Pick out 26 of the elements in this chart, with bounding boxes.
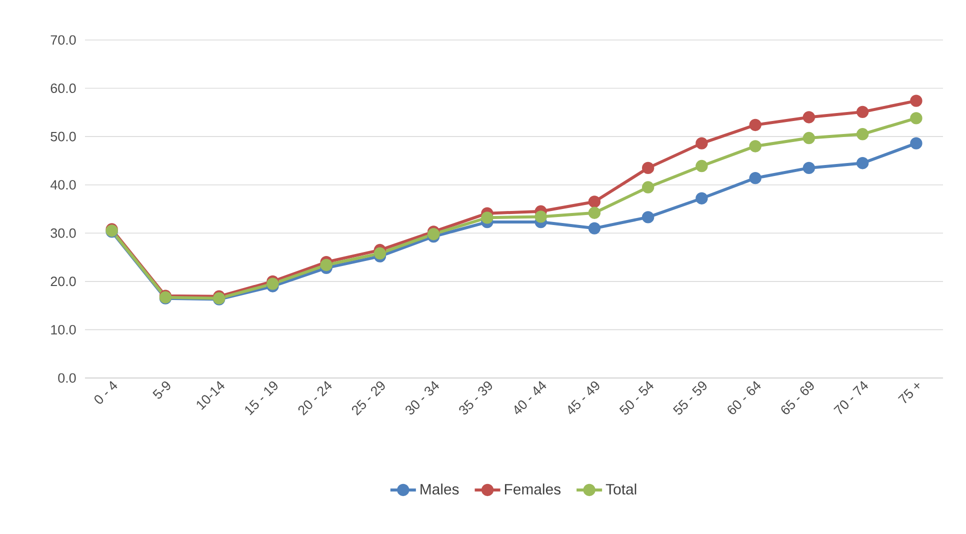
x-tick-label: 65 - 69 [781,381,814,414]
x-tick-label: 0 - 4 [94,380,118,404]
y-tick-label: 30.0 [50,228,76,238]
y-tick-label: 0.0 [58,373,76,383]
legend-label: Females [504,484,561,495]
x-tick-label: 70 - 74 [834,380,868,414]
x-tick-label: 60 - 64 [728,380,761,414]
x-tick-label: 35 - 39 [459,381,492,415]
x-tick-label: 30 - 34 [406,380,440,415]
y-tick-label: 40.0 [50,180,76,190]
x-tick-label: 50 - 54 [619,380,654,415]
y-tick-label: 60.0 [50,84,76,94]
x-tick-label: 75 + [898,383,920,404]
y-tick-label: 50.0 [50,132,76,142]
x-tick-label: 15 - 19 [245,381,278,416]
y-tick-label: 10.0 [51,324,76,334]
legend-label: Males [420,484,459,495]
y-tick-label: 20.0 [50,276,76,286]
x-tick-label: 40 - 44 [514,380,546,414]
legend-label: Total [606,484,636,495]
x-tick-label: 55 - 59 [672,381,707,415]
x-tick-label: 20 - 24 [298,380,332,416]
x-tick-label: 25 - 29 [352,381,385,416]
x-tick-label: 5-9 [152,381,170,399]
y-tick-label: 70.0 [50,35,76,45]
x-tick-label: 45 - 49 [568,381,600,414]
